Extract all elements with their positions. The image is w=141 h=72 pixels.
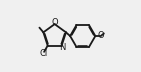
Text: N: N bbox=[59, 43, 65, 52]
Text: O: O bbox=[97, 32, 104, 40]
Text: O: O bbox=[51, 18, 58, 27]
Text: Cl: Cl bbox=[40, 49, 48, 58]
